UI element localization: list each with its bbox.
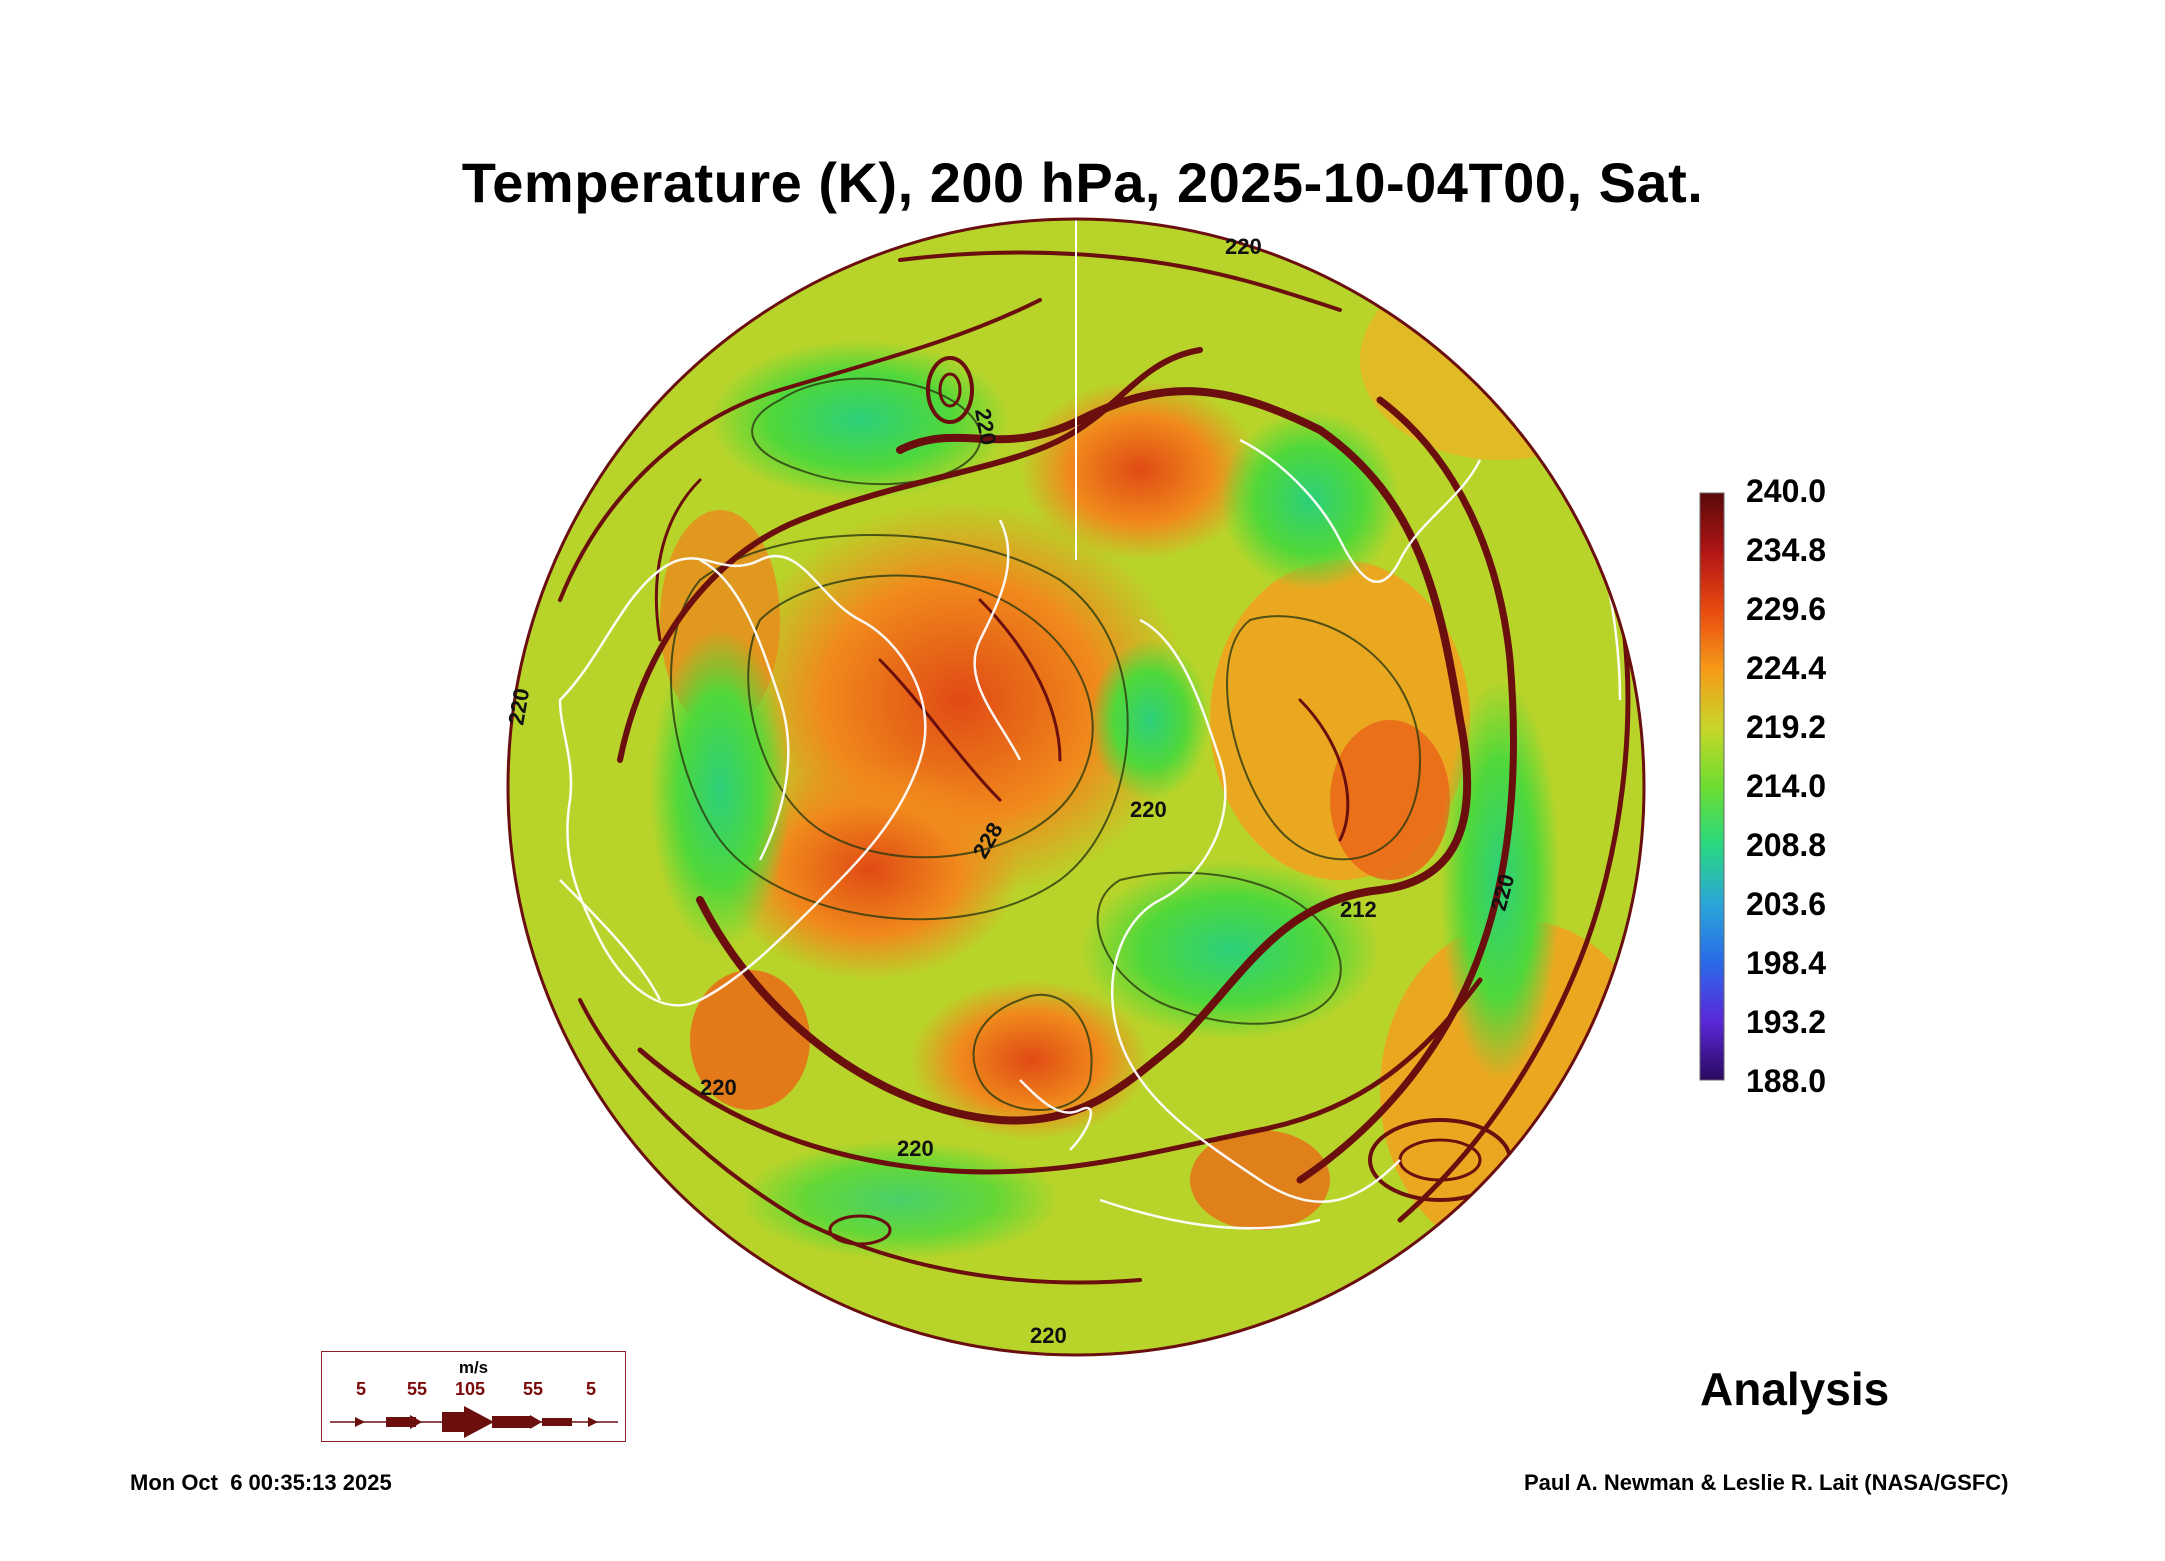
colorbar-label: 214.0 [1746, 768, 1827, 804]
colorbar-label: 198.4 [1746, 945, 1827, 981]
analysis-label: Analysis [1700, 1363, 1890, 1415]
wind-legend-tick: 55 [407, 1379, 428, 1399]
timestamp: Mon Oct 6 00:35:13 2025 [130, 1470, 392, 1495]
contour-label: 220 [1225, 234, 1262, 259]
colorbar-label: 188.0 [1746, 1063, 1827, 1099]
temperature-contours [670, 377, 1422, 1111]
colorbar-label: 219.2 [1746, 709, 1827, 745]
warm-region-north [1020, 380, 1260, 560]
wind-legend-tick: 5 [356, 1379, 367, 1399]
colorbar-label: 224.4 [1746, 650, 1827, 686]
contour-label: 220 [1030, 1323, 1067, 1348]
contour-label: 220 [897, 1136, 934, 1161]
contour-label: 220 [700, 1075, 737, 1100]
contour-label: 212 [1340, 897, 1377, 922]
colorbar-label: 240.0 [1746, 473, 1827, 509]
cool-region-north [710, 340, 1010, 500]
credit: Paul A. Newman & Leslie R. Lait (NASA/GS… [1524, 1470, 2009, 1495]
colorbar-label: 208.8 [1746, 827, 1827, 863]
warm-region-northeast [1360, 260, 1640, 460]
wind-legend-tick: 55 [523, 1379, 544, 1399]
globe-field [508, 219, 1644, 1355]
contour-label: 220 [1130, 797, 1167, 822]
colorbar [1699, 492, 1725, 1081]
chart-title: Temperature (K), 200 hPa, 2025-10-04T00,… [461, 151, 1704, 214]
colorbar-label: 229.6 [1746, 591, 1827, 627]
cool-region-northeast [1220, 410, 1400, 590]
colorbar-label: 193.2 [1746, 1004, 1827, 1040]
wind-legend-tick: 5 [586, 1379, 597, 1399]
wind-legend-arrows [330, 1406, 618, 1438]
globe-outline [506, 217, 1646, 1357]
coastlines [558, 438, 1622, 1230]
colorbar-label: 234.8 [1746, 532, 1827, 568]
cool-region-south [1080, 860, 1380, 1040]
wind-legend-tick: 105 [455, 1379, 486, 1399]
cool-region-west [650, 630, 790, 950]
wind-speed-legend: m/s 5 55 105 55 5 [321, 1351, 626, 1442]
colorbar-label: 203.6 [1746, 886, 1827, 922]
wind-legend-unit: m/s [458, 1358, 489, 1377]
wind-streamlines [558, 250, 1631, 1285]
cool-region-center [1090, 640, 1210, 800]
